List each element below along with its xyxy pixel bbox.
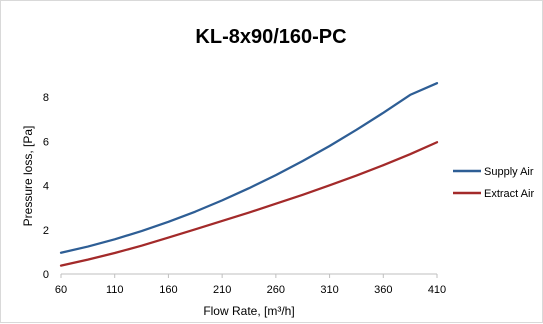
series-line-supply-air <box>59 82 439 254</box>
series-line-extract-air <box>59 141 439 267</box>
legend: Supply Air Extract Air <box>453 166 534 200</box>
chart-title: KL-8x90/160-PC <box>195 26 346 48</box>
series-group <box>59 82 439 267</box>
x-tick-label: 160 <box>159 284 177 296</box>
x-tick-label: 360 <box>374 284 392 296</box>
plot-area: 60 110 160 210 260 310 360 410 0 2 4 6 8 <box>43 82 446 296</box>
legend-label: Extract Air <box>484 188 534 200</box>
y-tick-label: 2 <box>43 225 49 237</box>
y-tick-label: 6 <box>43 136 49 148</box>
x-tick-label: 410 <box>428 284 446 296</box>
y-tick-label: 8 <box>43 92 49 104</box>
y-axis-label: Pressure loss, [Pa] <box>21 126 35 227</box>
x-tick-label: 60 <box>55 284 67 296</box>
x-tick-group: 60 110 160 210 260 310 360 410 <box>55 274 446 296</box>
y-tick-group: 0 2 4 6 8 <box>43 92 49 281</box>
x-tick-label: 310 <box>320 284 338 296</box>
y-tick-label: 0 <box>43 269 49 281</box>
x-tick-label: 110 <box>106 284 124 296</box>
y-tick-label: 4 <box>43 181 49 193</box>
x-axis-label: Flow Rate, [m³/h] <box>203 304 294 318</box>
x-tick-label: 210 <box>213 284 231 296</box>
legend-label: Supply Air <box>484 166 534 178</box>
x-tick-label: 260 <box>267 284 285 296</box>
